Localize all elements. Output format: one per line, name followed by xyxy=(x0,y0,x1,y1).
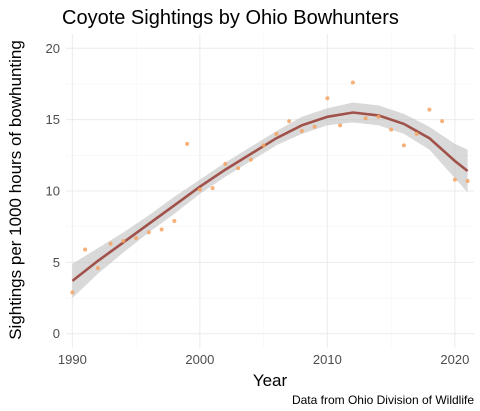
data-point xyxy=(427,107,432,112)
data-point xyxy=(146,230,151,235)
data-point xyxy=(287,119,292,124)
data-point xyxy=(363,116,368,121)
data-point xyxy=(389,127,394,132)
data-point xyxy=(452,177,457,182)
smooth-line-layer xyxy=(71,111,469,282)
grid xyxy=(66,34,474,348)
data-point xyxy=(70,290,75,295)
y-tick-label: 20 xyxy=(46,41,60,56)
data-point xyxy=(223,161,228,166)
confidence-band xyxy=(72,102,468,298)
y-tick-label: 15 xyxy=(46,112,60,127)
data-point xyxy=(465,179,470,184)
data-point xyxy=(274,131,279,136)
data-point xyxy=(376,114,381,119)
data-point xyxy=(134,236,139,241)
data-point xyxy=(325,96,330,101)
x-tick-labels: 1990 2000 2010 2020 xyxy=(58,352,469,367)
data-point xyxy=(172,218,177,223)
x-tick-label: 2000 xyxy=(185,352,214,367)
x-tick-label: 2010 xyxy=(313,352,342,367)
data-point xyxy=(299,129,304,134)
chart-title: Coyote Sightings by Ohio Bowhunters xyxy=(62,7,399,29)
data-point xyxy=(440,119,445,124)
data-point xyxy=(121,238,126,243)
data-point xyxy=(312,124,317,129)
y-tick-labels: 0 5 10 15 20 xyxy=(46,41,60,341)
x-tick-label: 1990 xyxy=(58,352,87,367)
chart-caption: Data from Ohio Division of Wildlife xyxy=(292,393,474,407)
confidence-band-layer xyxy=(72,102,468,298)
data-point xyxy=(414,131,419,136)
data-point xyxy=(236,166,241,171)
x-axis-title: Year xyxy=(253,371,288,390)
y-tick-label: 5 xyxy=(53,255,60,270)
y-tick-label: 0 xyxy=(53,326,60,341)
points-layer xyxy=(70,80,470,295)
y-axis-title: Sightings per 1000 hours of bowhunting xyxy=(6,40,25,340)
data-point xyxy=(159,227,164,232)
data-point xyxy=(197,187,202,192)
data-point xyxy=(83,247,88,252)
data-point xyxy=(95,266,100,271)
x-tick-label: 2020 xyxy=(440,352,469,367)
smooth-trend-line xyxy=(71,111,469,282)
data-point xyxy=(338,123,343,128)
data-point xyxy=(248,157,253,162)
data-point xyxy=(185,141,190,146)
data-point xyxy=(350,80,355,85)
data-point xyxy=(401,143,406,148)
data-point xyxy=(261,143,266,148)
data-point xyxy=(108,241,113,246)
y-tick-label: 10 xyxy=(46,184,60,199)
data-point xyxy=(210,186,215,191)
